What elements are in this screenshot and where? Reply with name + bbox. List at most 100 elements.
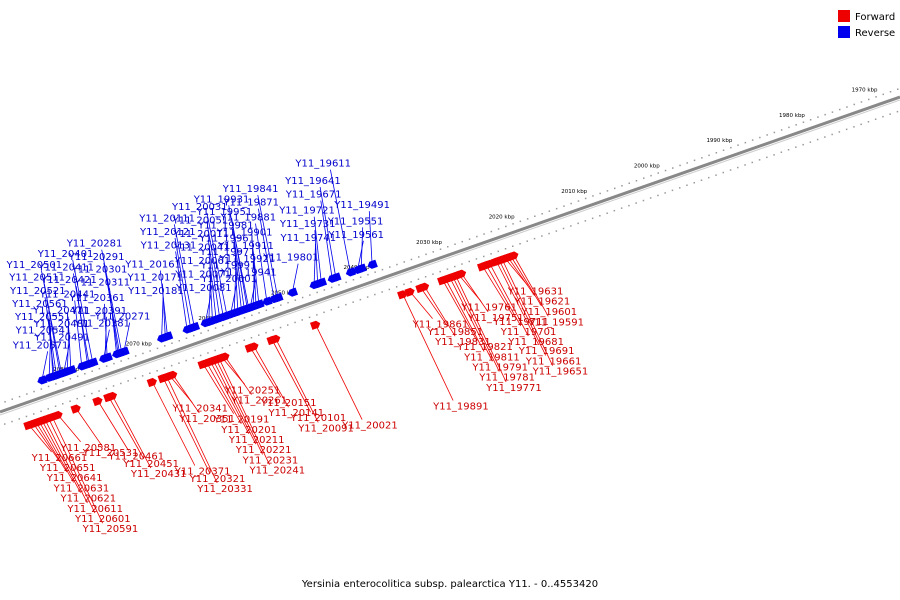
reverse-gene-label[interactable]: Y11_20501	[6, 260, 63, 271]
reverse-gene-label[interactable]: Y11_20401	[37, 249, 94, 260]
reverse-gene-label[interactable]: Y11_20031	[171, 202, 228, 213]
reverse-gene-label[interactable]: Y11_20271	[94, 312, 151, 323]
forward-gene-label[interactable]: Y11_20581	[60, 443, 117, 454]
reverse-gene-label[interactable]: Y11_19931	[193, 194, 250, 205]
reverse-gene-label[interactable]: Y11_20061	[174, 256, 231, 267]
reverse-gene-label[interactable]: Y11_20391	[71, 306, 128, 317]
reverse-gene-label[interactable]: Y11_20471	[32, 306, 89, 317]
reverse-gene-label[interactable]: Y11_20361	[68, 293, 125, 304]
forward-gene-label[interactable]: Y11_20151	[260, 398, 317, 409]
forward-gene-label[interactable]: Y11_20231	[242, 455, 299, 466]
reverse-gene-label[interactable]: Y11_20011	[172, 229, 229, 240]
reverse-gene-label[interactable]: Y11_20441	[39, 290, 96, 301]
forward-gene-label[interactable]: Y11_20611	[66, 504, 123, 515]
forward-gene-label[interactable]: Y11_20221	[235, 445, 292, 456]
reverse-gene-label[interactable]: Y11_20541	[15, 326, 72, 337]
reverse-gene-label[interactable]: Y11_20281	[66, 239, 123, 250]
forward-gene-label[interactable]: Y11_19591	[527, 317, 584, 328]
reverse-gene-label[interactable]: Y11_20311	[74, 277, 131, 288]
forward-gene-label[interactable]: Y11_20351	[178, 414, 235, 425]
forward-gene-label[interactable]: Y11_20661	[31, 453, 88, 464]
forward-gene-label[interactable]: Y11_20101	[290, 413, 347, 424]
forward-gene-label[interactable]: Y11_19891	[432, 402, 489, 413]
forward-gene-label[interactable]: Y11_20461	[108, 452, 165, 463]
reverse-gene-label[interactable]: Y11_20111	[138, 213, 195, 224]
reverse-gene-label[interactable]: Y11_20001	[200, 274, 257, 285]
forward-gene-label[interactable]: Y11_20331	[196, 484, 253, 495]
reverse-gene-label[interactable]: Y11_20511	[8, 273, 65, 284]
forward-gene-label[interactable]: Y11_20531	[82, 448, 139, 459]
forward-gene-label[interactable]: Y11_20371	[174, 467, 231, 478]
forward-gene-label[interactable]: Y11_19691	[518, 346, 575, 357]
forward-gene-label[interactable]: Y11_19811	[463, 353, 520, 364]
reverse-gene-label[interactable]: Y11_19901	[216, 228, 273, 239]
reverse-gene-label[interactable]: Y11_20171	[127, 273, 184, 284]
forward-gene-label[interactable]: Y11_19831	[434, 337, 491, 348]
reverse-gene-label[interactable]: Y11_19801	[262, 253, 319, 264]
forward-gene-label[interactable]: Y11_20451	[122, 459, 179, 470]
forward-gene-label[interactable]: Y11_19791	[471, 362, 528, 373]
reverse-gene-label[interactable]: Y11_20291	[68, 252, 125, 263]
forward-gene-label[interactable]: Y11_19861	[412, 320, 469, 331]
forward-gene-label[interactable]: Y11_20651	[39, 463, 96, 474]
forward-gene-label[interactable]: Y11_19601	[521, 307, 578, 318]
reverse-gene-label[interactable]: Y11_20381	[73, 319, 130, 330]
forward-gene-label[interactable]: Y11_19631	[507, 286, 564, 297]
reverse-gene-label[interactable]: Y11_19961	[198, 234, 255, 245]
reverse-gene-label[interactable]: Y11_19921	[219, 254, 276, 265]
reverse-gene-label[interactable]: Y11_20121	[139, 227, 196, 238]
forward-gene-label[interactable]: Y11_20211	[228, 435, 285, 446]
reverse-gene-label[interactable]: Y11_20081	[175, 283, 232, 294]
forward-gene-label[interactable]: Y11_19851	[427, 327, 484, 338]
reverse-gene-label[interactable]: Y11_20131	[140, 240, 197, 251]
forward-gene-label[interactable]: Y11_19701	[500, 327, 557, 338]
forward-gene-label[interactable]: Y11_20341	[171, 404, 228, 415]
forward-gene-label[interactable]: Y11_19761	[460, 303, 517, 314]
reverse-gene-label[interactable]: Y11_19611	[294, 159, 351, 170]
forward-gene-label[interactable]: Y11_19651	[532, 367, 589, 378]
forward-gene-label[interactable]: Y11_19711	[492, 317, 549, 328]
forward-gene-label[interactable]: Y11_20431	[130, 469, 187, 480]
forward-gene-label[interactable]: Y11_20141	[268, 408, 325, 419]
forward-gene-label[interactable]: Y11_19751	[467, 313, 524, 324]
forward-gene-label[interactable]: Y11_19681	[507, 337, 564, 348]
reverse-gene-label[interactable]: Y11_19671	[285, 190, 342, 201]
reverse-gene-label[interactable]: Y11_20161	[124, 260, 181, 271]
reverse-gene-label[interactable]: Y11_19551	[327, 216, 384, 227]
forward-gene-label[interactable]: Y11_20641	[46, 473, 103, 484]
forward-gene-label[interactable]: Y11_20621	[60, 494, 117, 505]
forward-gene-label[interactable]: Y11_20261	[231, 396, 288, 407]
forward-gene-label[interactable]: Y11_20591	[82, 524, 139, 535]
reverse-gene-label[interactable]: Y11_20561	[11, 299, 68, 310]
forward-gene-label[interactable]: Y11_20021	[341, 421, 398, 432]
reverse-gene-label[interactable]: Y11_20181	[127, 286, 184, 297]
reverse-gene-label[interactable]: Y11_19911	[217, 241, 274, 252]
reverse-gene-label[interactable]: Y11_19971	[199, 247, 256, 258]
forward-gene-label[interactable]: Y11_20241	[249, 466, 306, 477]
reverse-gene-label[interactable]: Y11_19721	[278, 206, 335, 217]
reverse-gene-label[interactable]: Y11_19491	[333, 200, 390, 211]
reverse-gene-label[interactable]: Y11_20421	[40, 275, 97, 286]
reverse-gene-label[interactable]: Y11_19991	[200, 261, 257, 272]
forward-gene-label[interactable]: Y11_20601	[74, 514, 131, 525]
reverse-gene-label[interactable]: Y11_20481	[33, 319, 90, 330]
forward-gene-label[interactable]: Y11_20191	[213, 415, 270, 426]
reverse-gene-label[interactable]: Y11_19731	[279, 219, 336, 230]
reverse-gene-label[interactable]: Y11_19841	[222, 184, 279, 195]
reverse-gene-label[interactable]: Y11_20301	[71, 265, 128, 276]
forward-gene-label[interactable]: Y11_20091	[297, 423, 354, 434]
forward-gene-label[interactable]: Y11_20251	[224, 385, 281, 396]
reverse-gene-label[interactable]: Y11_20571	[12, 340, 69, 351]
reverse-gene-label[interactable]: Y11_19641	[284, 176, 341, 187]
reverse-gene-label[interactable]: Y11_20041	[173, 243, 230, 254]
forward-gene-label[interactable]: Y11_19781	[478, 373, 535, 384]
reverse-gene-label[interactable]: Y11_19881	[220, 213, 277, 224]
reverse-gene-label[interactable]: Y11_20551	[14, 312, 71, 323]
reverse-gene-label[interactable]: Y11_20051	[172, 215, 229, 226]
reverse-gene-label[interactable]: Y11_20521	[9, 286, 66, 297]
reverse-gene-label[interactable]: Y11_19941	[220, 267, 277, 278]
forward-gene-label[interactable]: Y11_20321	[189, 474, 246, 485]
forward-gene-label[interactable]: Y11_19821	[456, 342, 513, 353]
reverse-gene-label[interactable]: Y11_19951	[196, 207, 253, 218]
forward-gene-label[interactable]: Y11_19771	[485, 383, 542, 394]
